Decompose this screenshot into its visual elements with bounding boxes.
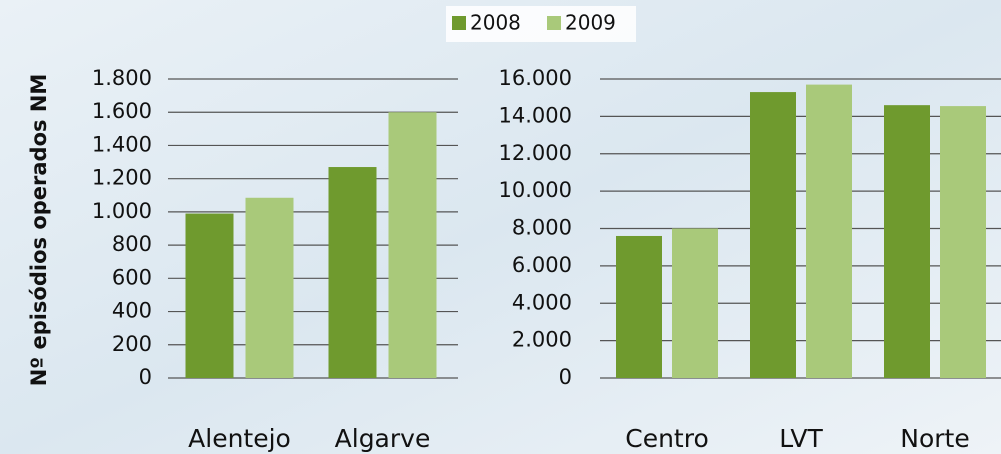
y-tick-label: 12.000 (499, 141, 572, 165)
x-tick-label: LVT (779, 424, 823, 453)
y-tick-label: 1.600 (92, 99, 152, 123)
x-tick-label: Algarve (335, 424, 431, 453)
legend-box (446, 6, 636, 42)
y-tick-label: 1.400 (92, 132, 152, 156)
x-tick-label: Alentejo (188, 424, 291, 453)
bar (884, 105, 930, 378)
bar (806, 84, 852, 378)
y-tick-label: 4.000 (512, 290, 572, 314)
bar (328, 167, 377, 378)
y-tick-label: 200 (112, 332, 152, 356)
legend-label: 2008 (470, 11, 521, 35)
y-tick-label: 14.000 (499, 103, 572, 127)
bar (185, 213, 234, 378)
bar (940, 106, 986, 379)
x-tick-label: Centro (625, 424, 709, 453)
y-tick-label: 1.200 (92, 166, 152, 190)
y-tick-label: 8.000 (512, 216, 572, 240)
bar (672, 228, 718, 378)
y-tick-label: 1.800 (92, 66, 152, 90)
bar (245, 197, 294, 378)
y-tick-label: 400 (112, 299, 152, 323)
bar (388, 112, 437, 378)
y-tick-label: 0 (559, 365, 572, 389)
bar (750, 92, 796, 379)
y-axis-label: Nº episódios operados NM (27, 74, 51, 387)
y-tick-label: 6.000 (512, 253, 572, 277)
y-tick-label: 2.000 (512, 328, 572, 352)
y-tick-label: 10.000 (499, 178, 572, 202)
y-tick-label: 600 (112, 265, 152, 289)
bar (616, 235, 662, 378)
legend-swatch (452, 16, 466, 30)
x-tick-label: Norte (900, 424, 969, 453)
legend-label: 2009 (565, 11, 616, 35)
y-tick-label: 0 (139, 365, 152, 389)
y-tick-label: 16.000 (499, 66, 572, 90)
y-tick-label: 800 (112, 232, 152, 256)
legend-swatch (547, 16, 561, 30)
y-tick-label: 1.000 (92, 199, 152, 223)
